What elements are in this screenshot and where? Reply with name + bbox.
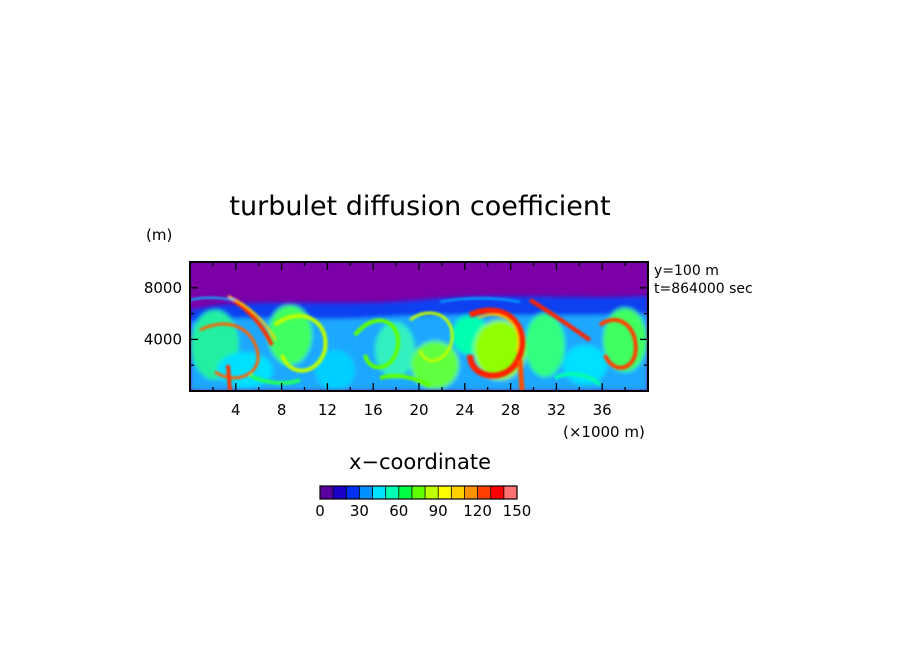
- colorbar-segment: [477, 486, 491, 499]
- colorbar-tick-label: 30: [350, 502, 369, 520]
- colorbar-segment: [385, 486, 399, 499]
- colorbar-segment: [320, 486, 334, 499]
- x-tick-label: 16: [364, 401, 383, 419]
- y-axis-ticks: 4000 8000: [144, 279, 648, 366]
- x-axis-ticks: 4 8 12 16 20 24 28 32 36: [212, 262, 626, 419]
- colorbar-tick-label: 60: [389, 502, 408, 520]
- y-tick-label: 4000: [144, 330, 182, 348]
- heatmap-field: [190, 262, 648, 391]
- vortex-structures: [190, 295, 638, 391]
- x-tick-label: 8: [277, 401, 287, 419]
- x-tick-label: 12: [318, 401, 337, 419]
- colorbar-segment: [503, 486, 517, 499]
- colorbar-segment: [398, 486, 412, 499]
- y-tick-label: 8000: [144, 279, 182, 297]
- colorbar-tick-label: 90: [429, 502, 448, 520]
- x-tick-label: 28: [501, 401, 520, 419]
- colorbar-segment: [411, 486, 426, 499]
- colorbar-segment: [464, 486, 478, 499]
- y-axis-unit: (m): [146, 226, 172, 244]
- annotation-time: t=864000 sec: [654, 281, 753, 297]
- x-tick-label: 24: [455, 401, 474, 419]
- x-tick-label: 4: [231, 401, 241, 419]
- chart-title: turbulet diffusion coefficient: [229, 191, 610, 222]
- x-tick-label: 32: [547, 401, 566, 419]
- colorbar-tick-label: 150: [503, 502, 532, 520]
- annotation-y-position: y=100 m: [654, 263, 719, 279]
- x-axis-unit: (×1000 m): [563, 423, 645, 441]
- colorbar-tick-label: 120: [463, 502, 492, 520]
- colorbar-frame: [319, 485, 518, 500]
- colorbar-labels: 0 30 60 90 120 150: [315, 502, 531, 520]
- colorbar: [320, 486, 517, 499]
- colorbar-segment: [425, 486, 439, 499]
- colorbar-segment: [346, 486, 360, 499]
- colorbar-segment: [372, 486, 386, 499]
- x-tick-label: 36: [593, 401, 612, 419]
- colorbar-segment: [359, 486, 373, 499]
- colorbar-tick-label: 0: [315, 502, 325, 520]
- x-axis-label: x−coordinate: [349, 450, 491, 474]
- x-tick-label: 20: [409, 401, 428, 419]
- colorbar-segment: [451, 486, 465, 499]
- colorbar-segment: [438, 486, 452, 499]
- colorbar-segment: [333, 486, 347, 499]
- colorbar-segment: [490, 486, 504, 499]
